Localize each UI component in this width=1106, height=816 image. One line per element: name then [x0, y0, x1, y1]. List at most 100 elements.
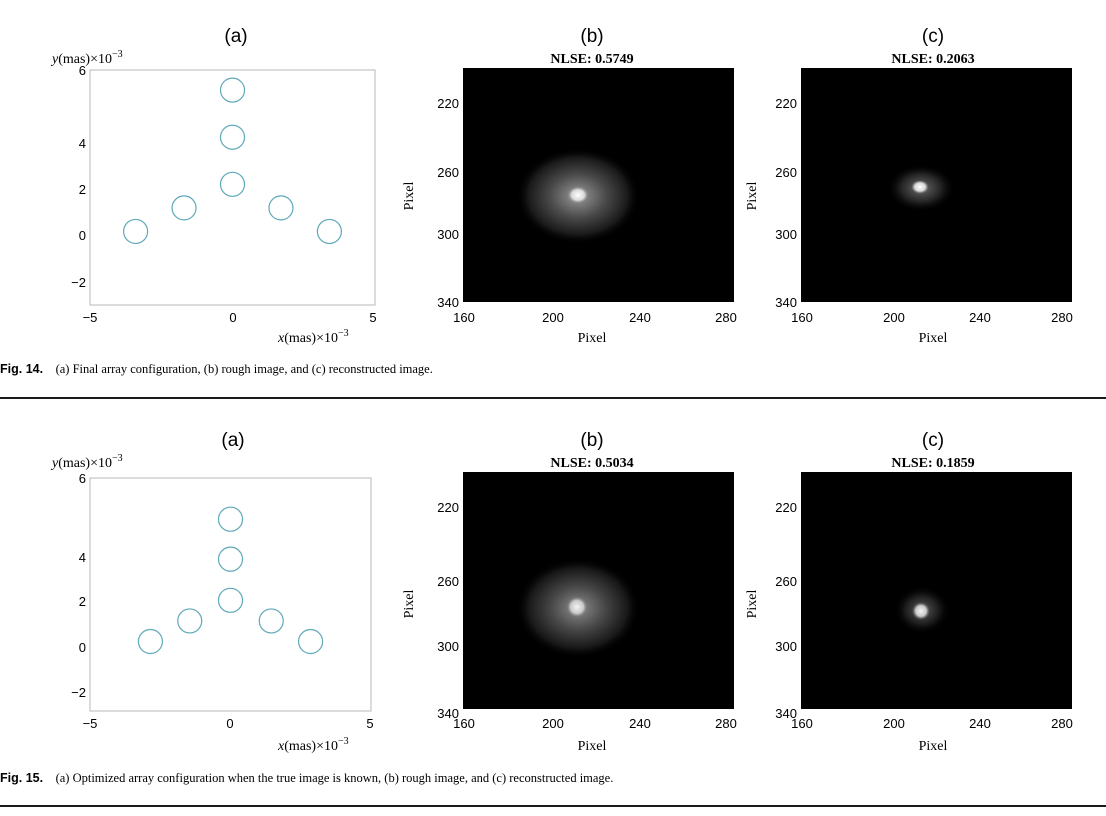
- y-tick-labels: 6 4 2 0 −2: [71, 471, 86, 700]
- x-tick-labels: −5 0 5: [83, 310, 377, 325]
- y-tick: 220: [437, 96, 459, 111]
- y-tick-labels: 220 260 300 340: [775, 500, 797, 721]
- y-tick: 260: [775, 574, 797, 589]
- x-tick: 0: [226, 716, 233, 731]
- x-tick: 240: [629, 716, 651, 731]
- array-element-circle: [297, 628, 324, 655]
- y-tick: 0: [79, 228, 86, 243]
- figure-14-panels: (a) y(mas)×10−3 6 4 2 0 −2 −5 0 5 x(mas)…: [50, 26, 1073, 346]
- y-axis-title: Pixel: [745, 590, 760, 619]
- caption-text: (a) Optimized array configuration when t…: [55, 771, 614, 785]
- y-tick: 4: [79, 550, 86, 565]
- array-element-circle: [123, 218, 149, 245]
- panel-label-b: (b): [580, 26, 603, 47]
- y-tick: 220: [437, 500, 459, 515]
- panel-label-c: (c): [922, 430, 944, 451]
- array-element-circle: [219, 77, 246, 103]
- array-element-circle: [268, 195, 294, 221]
- y-axis-title: Pixel: [402, 590, 417, 619]
- x-axis-title: Pixel: [578, 331, 607, 346]
- x-axis-title: Pixel: [919, 331, 948, 346]
- array-element-circle: [217, 506, 244, 532]
- y-tick: 340: [437, 295, 459, 310]
- x-tick: 280: [1051, 310, 1073, 325]
- array-element-circle: [316, 218, 342, 245]
- x-tick: −5: [83, 716, 98, 731]
- x-axis-title: x(mas)×10−3: [277, 736, 349, 754]
- x-tick: 200: [883, 716, 905, 731]
- y-tick: 300: [775, 639, 797, 654]
- plot-title-c: NLSE: 0.1859: [891, 456, 974, 471]
- plot-frame-a: [89, 69, 376, 306]
- y-tick-labels: 220 260 300 340: [437, 500, 459, 721]
- x-tick: 160: [791, 310, 813, 325]
- x-axis-title: Pixel: [578, 739, 607, 754]
- rough-image-core: [566, 596, 588, 618]
- array-element-circle: [219, 124, 246, 150]
- panel-label-a: (a): [221, 430, 244, 451]
- x-axis-title: x(mas)×10−3: [277, 328, 349, 346]
- y-tick: 340: [775, 706, 797, 721]
- reconstructed-image-core: [911, 180, 929, 194]
- y-tick: 2: [79, 594, 86, 609]
- x-tick: 200: [542, 716, 564, 731]
- y-tick: 6: [79, 63, 86, 78]
- rough-image-core: [567, 186, 589, 204]
- array-element-circle: [219, 171, 246, 197]
- x-tick: 240: [969, 310, 991, 325]
- x-tick-labels: −5 0 5: [83, 716, 374, 731]
- x-tick: 200: [883, 310, 905, 325]
- x-tick-labels: 160 200 240 280: [453, 716, 737, 731]
- array-element-circle: [171, 195, 197, 221]
- y-tick: 220: [775, 500, 797, 515]
- y-axis-title: Pixel: [745, 182, 760, 211]
- y-tick: 340: [437, 706, 459, 721]
- x-tick: 0: [229, 310, 236, 325]
- array-element-markers: [123, 77, 342, 245]
- x-axis-title: Pixel: [919, 739, 948, 754]
- y-tick: 2: [79, 182, 86, 197]
- plot-title-c: NLSE: 0.2063: [891, 52, 974, 67]
- y-tick: −2: [71, 275, 86, 290]
- y-tick: 340: [775, 295, 797, 310]
- x-tick-labels: 160 200 240 280: [791, 716, 1073, 731]
- caption-label: Fig. 15.: [0, 771, 44, 785]
- x-tick: 240: [969, 716, 991, 731]
- y-axis-title: y(mas)×10−3: [50, 453, 123, 471]
- x-tick: 160: [453, 716, 475, 731]
- x-tick: 280: [715, 716, 737, 731]
- y-tick: 300: [437, 227, 459, 242]
- x-tick-labels: 160 200 240 280: [453, 310, 737, 325]
- y-tick: 260: [437, 165, 459, 180]
- y-tick: 4: [79, 136, 86, 151]
- y-tick: −2: [71, 685, 86, 700]
- array-element-circle: [177, 608, 203, 634]
- y-tick-labels: 220 260 300 340: [437, 96, 459, 310]
- section-divider: [0, 805, 1106, 807]
- caption-text: (a) Final array configuration, (b) rough…: [55, 362, 433, 376]
- y-tick: 220: [775, 96, 797, 111]
- panel-label-a: (a): [224, 26, 247, 47]
- y-tick: 260: [437, 574, 459, 589]
- caption-label: Fig. 14.: [0, 362, 44, 376]
- array-element-circle: [217, 587, 244, 613]
- plot-title-b: NLSE: 0.5749: [550, 52, 633, 67]
- plot-frame-a: [89, 477, 372, 712]
- x-tick: 200: [542, 310, 564, 325]
- y-tick-labels: 220 260 300 340: [775, 96, 797, 310]
- array-element-circle: [258, 608, 284, 634]
- x-tick: 160: [453, 310, 475, 325]
- reconstructed-image-core: [912, 602, 930, 620]
- y-tick: 300: [775, 227, 797, 242]
- y-tick: 300: [437, 639, 459, 654]
- y-axis-title: y(mas)×10−3: [50, 49, 123, 67]
- y-tick: 0: [79, 640, 86, 655]
- x-tick: 5: [369, 310, 376, 325]
- y-axis-title: Pixel: [402, 182, 417, 211]
- array-element-markers: [137, 506, 324, 655]
- panel-label-b: (b): [580, 430, 603, 451]
- x-tick: 160: [791, 716, 813, 731]
- figure-15-caption: Fig. 15. (a) Optimized array configurati…: [0, 771, 613, 786]
- x-tick: 240: [629, 310, 651, 325]
- array-element-circle: [217, 546, 244, 572]
